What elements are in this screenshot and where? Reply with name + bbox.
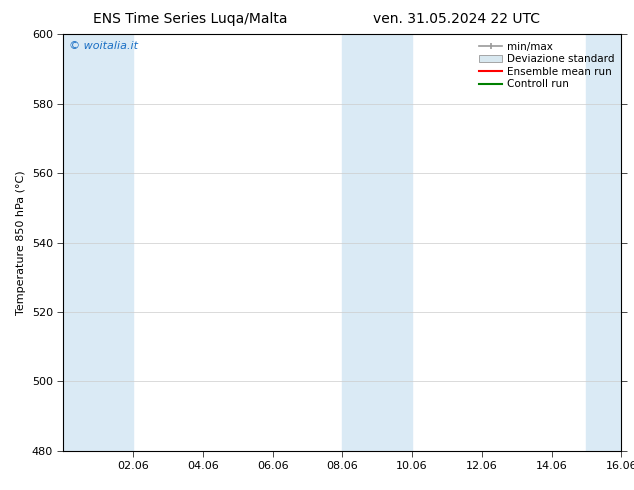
Bar [586,34,621,451]
Bar [98,34,133,451]
Legend: min/max, Deviazione standard, Ensemble mean run, Controll run: min/max, Deviazione standard, Ensemble m… [476,37,618,94]
Bar [342,34,377,451]
Text: © woitalia.it: © woitalia.it [69,41,138,50]
Bar [63,34,98,451]
Y-axis label: Temperature 850 hPa (°C): Temperature 850 hPa (°C) [16,170,26,315]
Text: ENS Time Series Luqa/Malta: ENS Time Series Luqa/Malta [93,12,287,26]
Bar [377,34,412,451]
Text: ven. 31.05.2024 22 UTC: ven. 31.05.2024 22 UTC [373,12,540,26]
